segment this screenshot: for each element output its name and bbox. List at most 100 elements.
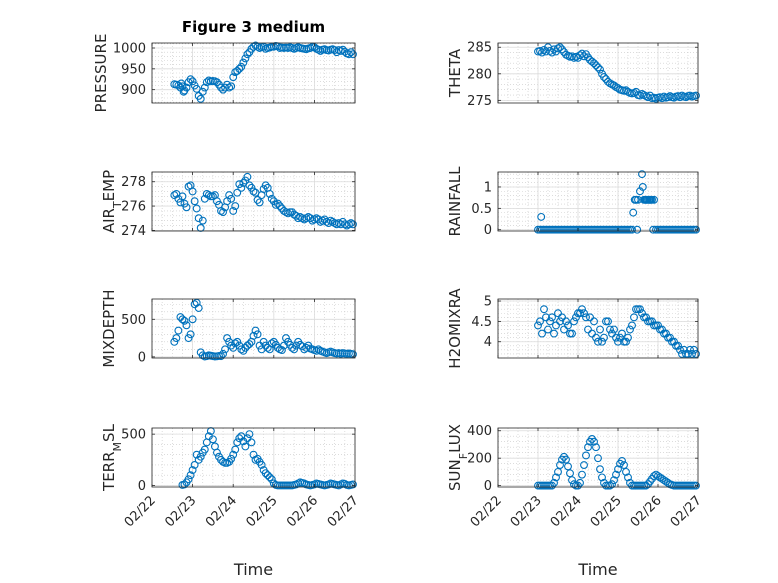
x-tick-label: 02/24 bbox=[203, 493, 240, 530]
data-point bbox=[190, 460, 199, 469]
x-tick-label: 02/25 bbox=[588, 493, 625, 530]
data-point bbox=[186, 471, 195, 480]
data-point bbox=[604, 317, 612, 326]
data-point bbox=[259, 337, 268, 346]
data-point bbox=[227, 82, 236, 91]
axes-box bbox=[151, 171, 356, 232]
data-point bbox=[692, 481, 700, 490]
data-point bbox=[554, 309, 562, 318]
data-point bbox=[658, 94, 666, 103]
data-point bbox=[546, 317, 554, 326]
data-point bbox=[612, 470, 620, 479]
data-point bbox=[564, 321, 572, 330]
data-point bbox=[598, 473, 606, 482]
data-point bbox=[692, 91, 700, 100]
data-point bbox=[592, 443, 600, 452]
y-tick-label: 4.5 bbox=[471, 315, 492, 330]
data-point bbox=[568, 329, 576, 338]
data-point bbox=[255, 198, 264, 207]
data-point bbox=[684, 349, 692, 358]
data-point bbox=[213, 448, 221, 457]
data-point bbox=[196, 94, 205, 103]
data-point bbox=[580, 461, 588, 469]
data-point bbox=[610, 325, 618, 334]
data-point bbox=[277, 346, 286, 355]
y-axis-label: SUNFLUX bbox=[446, 424, 470, 491]
data-point bbox=[170, 337, 179, 346]
data-point bbox=[590, 317, 598, 326]
data-point bbox=[596, 325, 604, 334]
data-point bbox=[282, 481, 290, 490]
data-point bbox=[626, 325, 634, 334]
data-point bbox=[217, 83, 225, 92]
y-axis-label: THETA bbox=[446, 48, 464, 98]
data-point bbox=[249, 187, 258, 196]
data-point bbox=[208, 435, 217, 444]
data-point bbox=[198, 87, 207, 96]
data-point bbox=[606, 481, 614, 490]
data-point bbox=[576, 51, 584, 60]
data-point bbox=[180, 480, 189, 489]
data-point bbox=[536, 47, 544, 55]
data-point bbox=[217, 352, 225, 361]
data-point bbox=[606, 325, 614, 334]
data-point bbox=[638, 183, 647, 191]
data-point bbox=[548, 313, 556, 322]
data-point bbox=[290, 345, 299, 354]
data-point bbox=[650, 472, 658, 480]
data-point bbox=[208, 192, 217, 201]
data-point bbox=[245, 340, 254, 349]
data-point bbox=[622, 86, 630, 95]
data-point bbox=[263, 471, 272, 480]
data-point bbox=[184, 475, 193, 484]
data-point bbox=[614, 465, 622, 474]
data-point bbox=[182, 321, 191, 330]
y-tick-label: 278 bbox=[121, 175, 146, 190]
data-point bbox=[349, 480, 357, 489]
data-point bbox=[198, 216, 207, 225]
data-point bbox=[182, 203, 191, 212]
data-point bbox=[243, 50, 252, 59]
data-point bbox=[180, 316, 189, 325]
data-point bbox=[282, 208, 290, 217]
data-point bbox=[314, 215, 323, 224]
x-tick-label: 02/27 bbox=[325, 493, 362, 530]
data-point bbox=[249, 331, 258, 340]
data-point bbox=[536, 317, 544, 326]
data-point bbox=[580, 52, 588, 61]
data-point bbox=[584, 325, 592, 334]
data-point bbox=[194, 304, 203, 312]
x-tick-label: 02/23 bbox=[162, 493, 199, 530]
series-markers bbox=[534, 305, 700, 358]
data-point bbox=[188, 187, 197, 196]
axes-box bbox=[151, 427, 356, 488]
x-tick-label: 02/23 bbox=[508, 493, 545, 530]
data-point bbox=[275, 202, 284, 211]
data-point bbox=[670, 337, 678, 346]
data-point bbox=[186, 330, 195, 339]
data-point bbox=[642, 313, 650, 322]
data-point bbox=[288, 343, 297, 352]
data-point bbox=[658, 325, 666, 334]
data-point bbox=[550, 478, 558, 487]
data-point bbox=[306, 214, 315, 223]
data-point bbox=[346, 48, 355, 57]
data-point bbox=[624, 473, 632, 482]
y-axis-label: H2OMIXRA bbox=[446, 288, 464, 369]
data-point bbox=[588, 329, 596, 338]
y-tick-label: 1 bbox=[484, 180, 492, 195]
y-tick-label: 500 bbox=[121, 313, 146, 328]
data-point bbox=[316, 46, 325, 55]
data-point bbox=[556, 43, 564, 52]
x-tick-label: 02/27 bbox=[668, 493, 705, 530]
data-point bbox=[314, 45, 323, 54]
y-tick-label: 0 bbox=[138, 479, 146, 494]
data-point bbox=[245, 430, 254, 439]
y-tick-label: 285 bbox=[467, 41, 492, 56]
data-point bbox=[592, 333, 600, 342]
plot-area bbox=[498, 299, 698, 358]
data-point bbox=[178, 192, 187, 201]
data-point bbox=[186, 75, 195, 84]
